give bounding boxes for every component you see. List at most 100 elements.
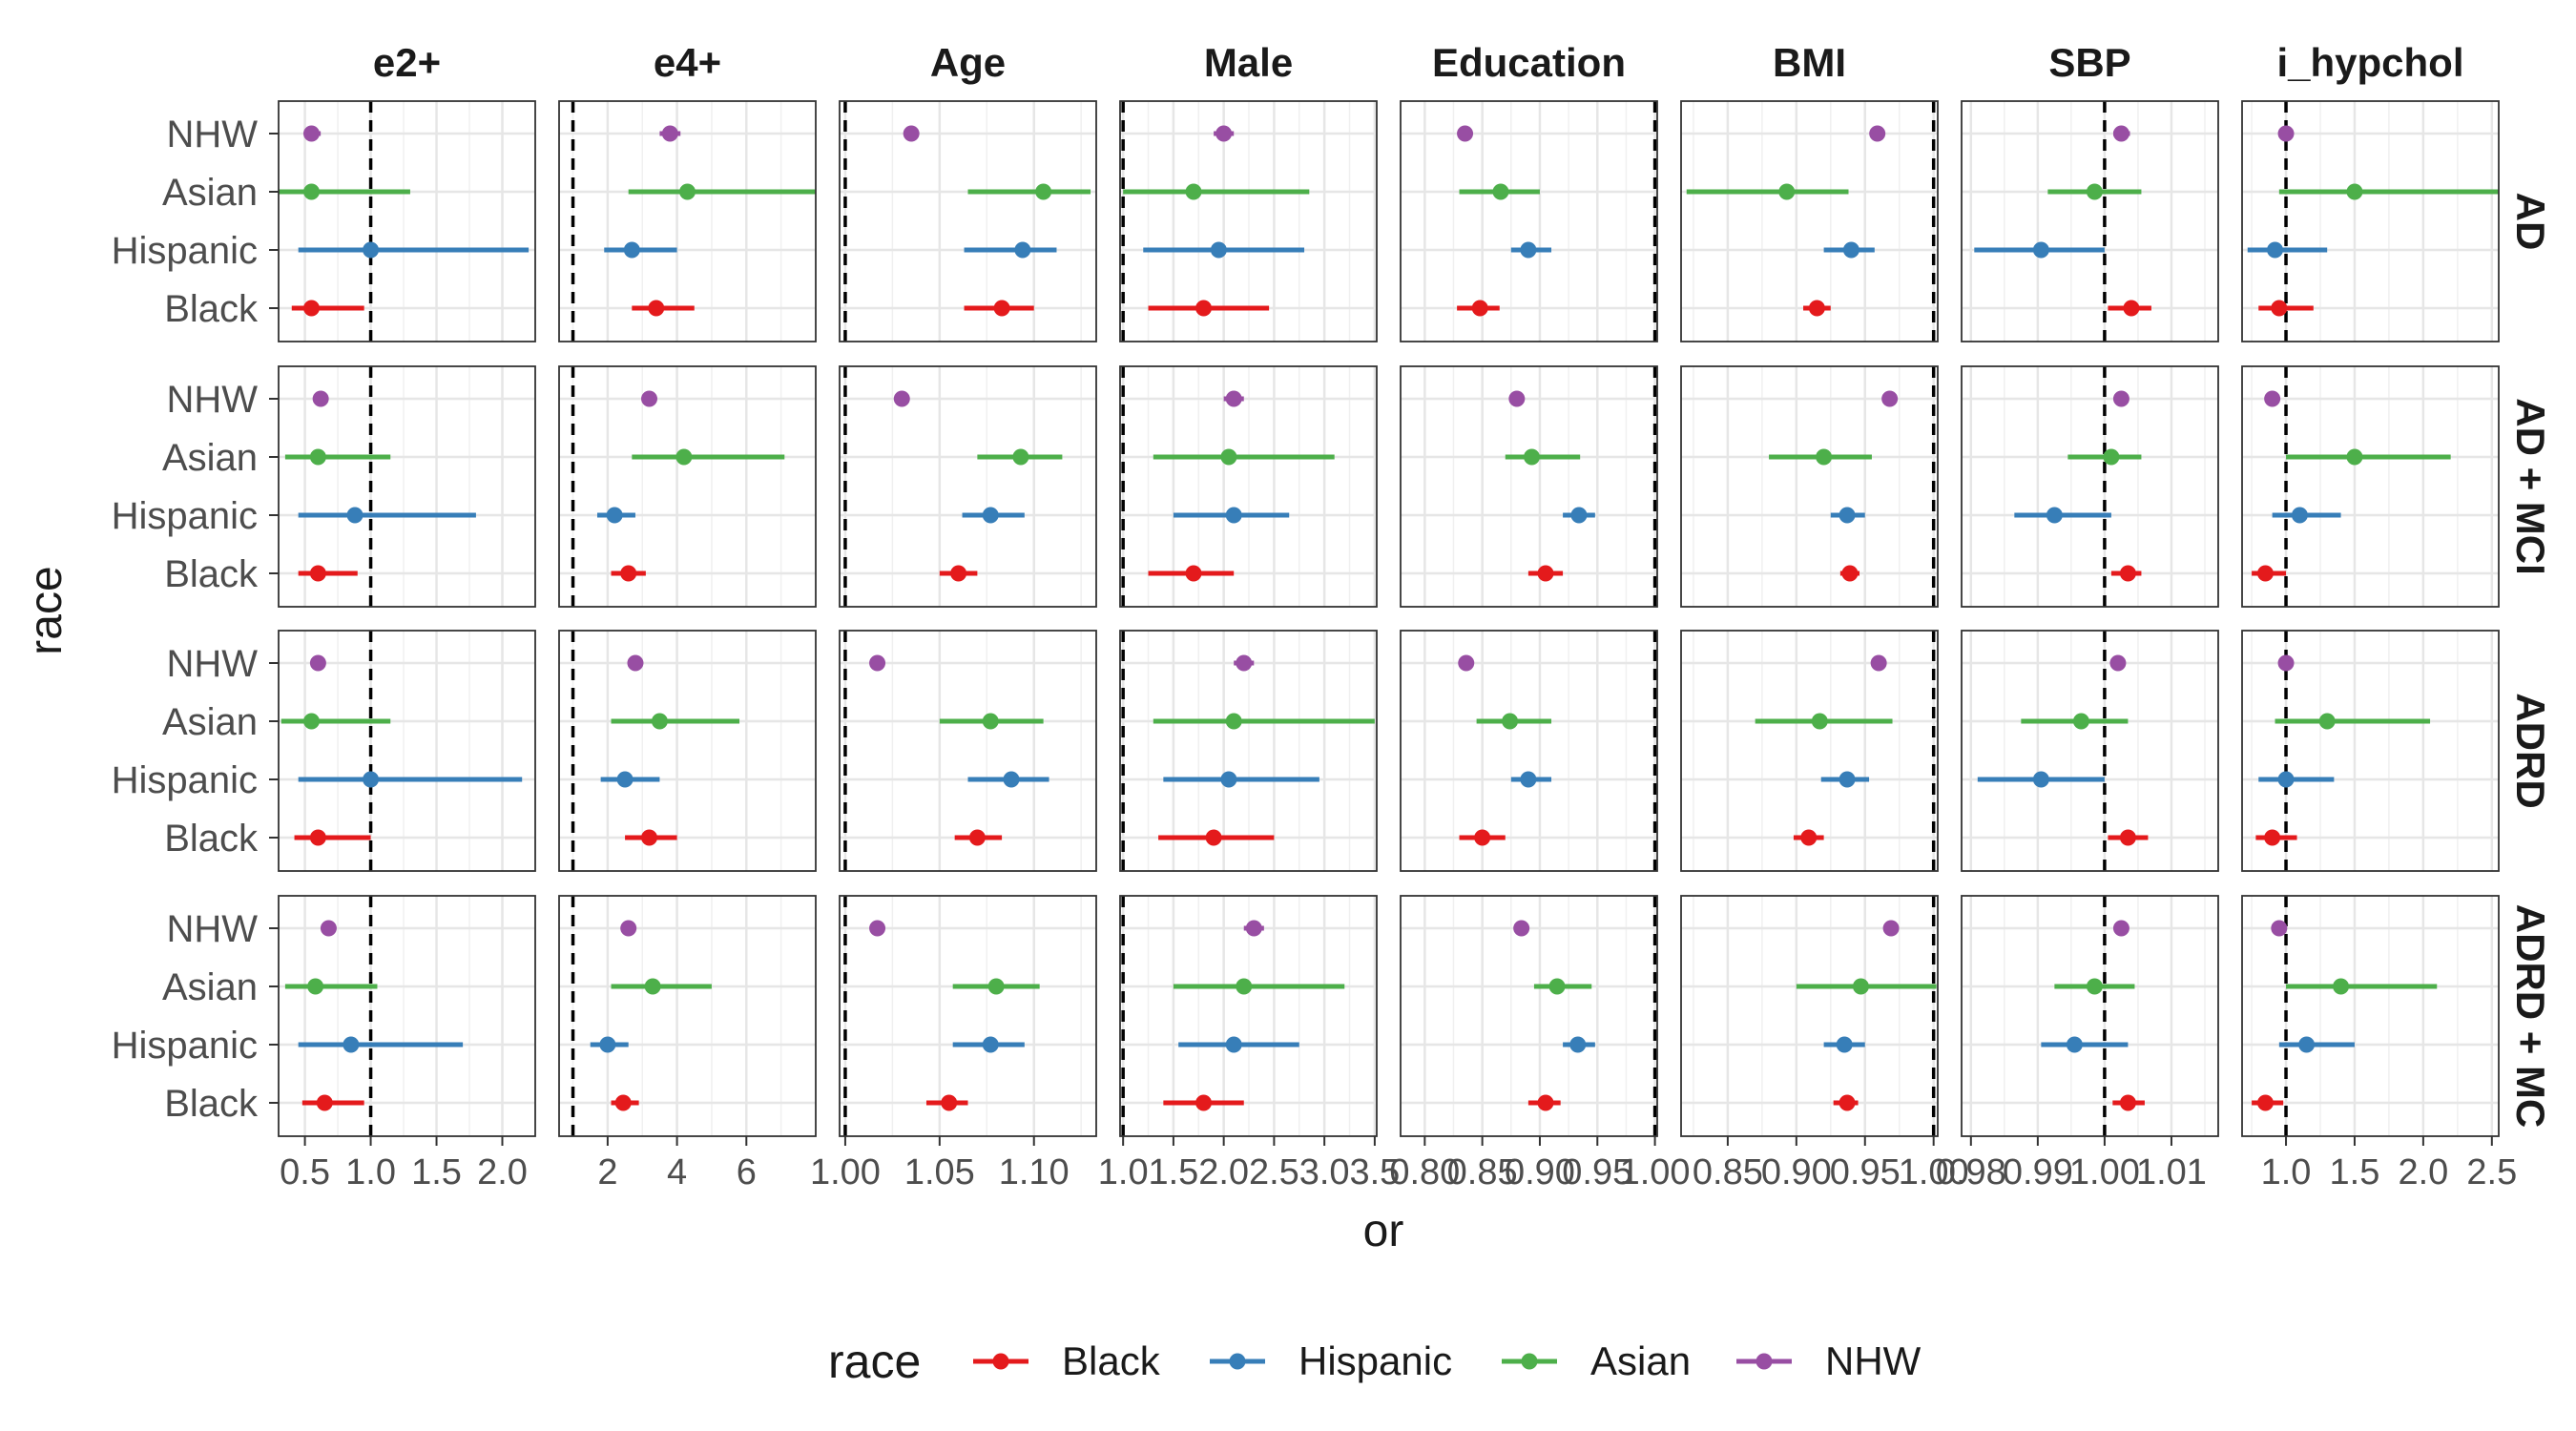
panel-ad-i-hypchol (2241, 100, 2500, 342)
column-strip-male: Male (1204, 40, 1293, 85)
point-hispanic (616, 771, 634, 788)
panel-adrd-mc-e4 (558, 895, 817, 1137)
panel-border (1961, 365, 2219, 608)
point-black (1195, 1094, 1213, 1111)
point-nhw (1513, 920, 1530, 937)
x-tick-label: 0.90 (1505, 1152, 1575, 1192)
panel-background (279, 101, 535, 342)
panel-ad-mci-age (839, 365, 1097, 608)
point-black (1185, 565, 1202, 582)
point-black (1808, 300, 1825, 317)
panel-border (278, 895, 536, 1137)
panel-border (2241, 100, 2500, 342)
point-hispanic (1520, 771, 1537, 788)
point-hispanic (2032, 771, 2049, 788)
panel-border (558, 365, 817, 608)
panel-background (559, 366, 816, 607)
panel-ad-age (839, 100, 1097, 342)
y-axis-title: race (21, 566, 72, 654)
x-tick-label: 1.00 (1620, 1152, 1691, 1192)
point-black (941, 1094, 958, 1111)
panel-border (1961, 630, 2219, 872)
point-hispanic (1210, 241, 1227, 259)
panel-adrd-mc-male (1119, 895, 1378, 1137)
legend-key-point (992, 1353, 1009, 1370)
point-asian (1236, 978, 1253, 995)
x-tick-label: 1.10 (999, 1152, 1070, 1192)
y-tick-label-asian: Asian (162, 966, 258, 1008)
x-axis: 0.5 1.0 1.5 2.0 2 4 6 1.00 1.05 1.10 1.0 1.5 2.0 2.5 3… (280, 1136, 2517, 1192)
point-hispanic (1839, 507, 1856, 524)
point-asian (1852, 978, 1869, 995)
point-nhw (2109, 654, 2127, 672)
x-tick-label: 2.5 (2466, 1152, 2517, 1192)
panel-adrd-e4 (558, 630, 817, 872)
point-hispanic (343, 1036, 360, 1053)
legend-label: Hispanic (1298, 1338, 1452, 1383)
x-tick-label: 1.5 (1148, 1152, 1198, 1192)
point-hispanic (2277, 771, 2295, 788)
point-black (1841, 565, 1859, 582)
x-tick-label: 1.0 (345, 1152, 396, 1192)
legend-key-point (1755, 1353, 1773, 1370)
point-asian (1492, 183, 1509, 200)
point-nhw (1457, 125, 1474, 142)
panel-background (1681, 366, 1938, 607)
x-axis-title: or (1363, 1206, 1404, 1256)
point-black (2119, 829, 2136, 846)
panel-border (1961, 100, 2219, 342)
panel-border (1680, 895, 1939, 1137)
point-hispanic (1569, 1036, 1587, 1053)
point-asian (2346, 183, 2363, 200)
panel-adrd-mc-age (839, 895, 1097, 1137)
column-strip-age: Age (930, 40, 1006, 85)
panel-border (1680, 630, 1939, 872)
point-nhw (627, 654, 644, 672)
x-tick-label: 0.80 (1389, 1152, 1460, 1192)
point-black (2256, 565, 2274, 582)
panel-ad-sbp (1961, 100, 2219, 342)
point-asian (2072, 713, 2089, 730)
point-hispanic (606, 507, 623, 524)
point-asian (675, 448, 693, 466)
point-black (2271, 300, 2288, 317)
point-asian (1816, 448, 1833, 466)
row-strip-ad: AD (2508, 193, 2553, 251)
x-tick-label: 2.5 (1249, 1152, 1299, 1192)
point-hispanic (2046, 507, 2063, 524)
point-asian (307, 978, 324, 995)
point-asian (644, 978, 661, 995)
point-black (968, 829, 986, 846)
point-asian (1220, 448, 1237, 466)
x-tick-label: 0.5 (280, 1152, 330, 1192)
panel-border (1119, 100, 1378, 342)
point-black (2264, 829, 2281, 846)
facet-strips: AD AD + MCI ADRD ADRD + MC e2+ e4+ Age Male Educ… (373, 40, 2553, 1128)
panel-adrd-education (1400, 630, 1658, 872)
panel-adrd-mc-bmi (1680, 895, 1939, 1137)
point-black (2256, 1094, 2274, 1111)
x-tick-label: 0.85 (1693, 1152, 1763, 1192)
point-asian (2318, 713, 2336, 730)
x-tick-label: 1.01 (2136, 1152, 2207, 1192)
point-asian (1035, 183, 1052, 200)
panel-background (840, 631, 1096, 871)
panel-border (558, 895, 817, 1137)
point-nhw (312, 390, 329, 407)
point-hispanic (2032, 241, 2049, 259)
point-asian (651, 713, 668, 730)
x-tick-label: 0.99 (2003, 1152, 2073, 1192)
point-asian (1185, 183, 1202, 200)
point-nhw (641, 390, 658, 407)
point-black (641, 829, 658, 846)
column-strip-sbp: SBP (2048, 40, 2130, 85)
legend-label: Black (1062, 1338, 1161, 1383)
panel-background (1681, 896, 1938, 1136)
point-nhw (620, 920, 637, 937)
point-hispanic (2298, 1036, 2316, 1053)
point-hispanic (2267, 241, 2284, 259)
panel-background (559, 896, 816, 1136)
point-nhw (869, 920, 886, 937)
point-hispanic (1842, 241, 1859, 259)
legend-item-asian: Asian (1502, 1338, 1691, 1383)
